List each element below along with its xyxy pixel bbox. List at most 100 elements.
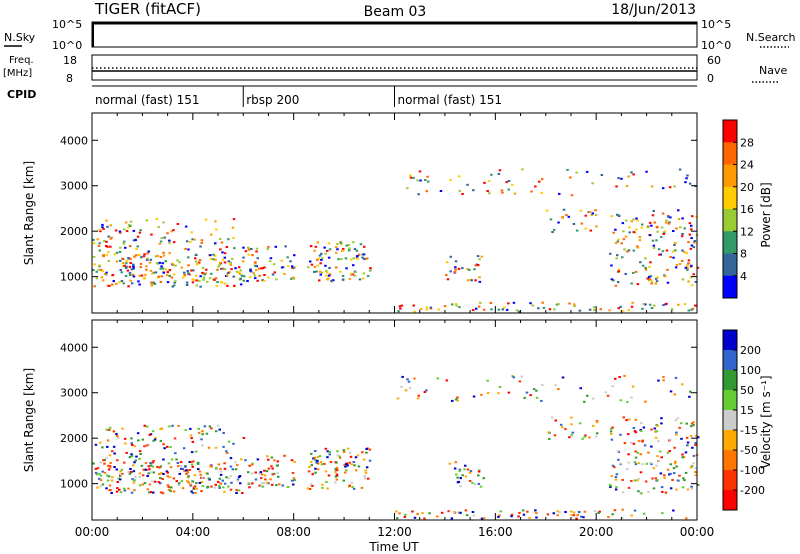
backscatter-cell — [105, 456, 108, 459]
backscatter-cell — [579, 209, 582, 212]
backscatter-cell — [675, 433, 678, 436]
backscatter-cell — [361, 253, 364, 256]
backscatter-cell — [425, 389, 428, 392]
backscatter-cell — [308, 487, 312, 490]
nsky-tick-right-top: 10^5 — [701, 18, 731, 31]
backscatter-cell — [111, 283, 114, 286]
backscatter-cell — [344, 463, 348, 466]
backscatter-cell — [107, 260, 111, 262]
backscatter-cell — [194, 257, 197, 260]
backscatter-cell — [124, 442, 127, 445]
backscatter-cell — [592, 397, 595, 400]
backscatter-cell — [175, 458, 178, 461]
backscatter-cell — [687, 309, 690, 312]
backscatter-cell — [510, 515, 513, 518]
backscatter-cell — [660, 236, 663, 239]
backscatter-cell — [478, 469, 481, 472]
backscatter-cell — [119, 231, 122, 234]
backscatter-cell — [594, 214, 598, 217]
backscatter-cell — [690, 264, 693, 267]
backscatter-cell — [258, 472, 261, 475]
backscatter-cell — [575, 517, 578, 520]
backscatter-cell — [326, 487, 329, 490]
colorbar-frame — [722, 329, 738, 511]
backscatter-cell — [98, 477, 101, 480]
backscatter-cell — [690, 485, 693, 488]
backscatter-cell — [640, 492, 643, 495]
backscatter-cell — [610, 438, 614, 441]
backscatter-cell — [681, 233, 684, 235]
backscatter-cell — [247, 246, 250, 249]
backscatter-cell — [635, 245, 639, 248]
backscatter-cell — [118, 230, 122, 233]
backscatter-cell — [319, 461, 323, 463]
backscatter-cell — [661, 490, 664, 493]
backscatter-cell — [194, 253, 198, 256]
backscatter-cell — [162, 458, 165, 461]
backscatter-cell — [217, 463, 221, 466]
backscatter-cell — [183, 271, 186, 274]
backscatter-cell — [639, 471, 643, 474]
backscatter-cell — [662, 304, 665, 307]
backscatter-cell — [458, 189, 462, 192]
backscatter-cell — [595, 420, 599, 423]
colorbar-swatch — [723, 350, 737, 371]
backscatter-cell — [328, 248, 332, 251]
backscatter-cell — [219, 248, 222, 251]
backscatter-cell — [138, 475, 141, 478]
backscatter-cell — [634, 270, 638, 273]
backscatter-cell — [688, 395, 691, 398]
backscatter-cell — [632, 427, 636, 430]
backscatter-cell — [353, 464, 356, 467]
backscatter-cell — [455, 473, 458, 476]
backscatter-cell — [470, 279, 473, 282]
backscatter-cell — [683, 479, 686, 482]
backscatter-cell — [173, 284, 176, 287]
backscatter-cell — [292, 276, 295, 279]
backscatter-cell — [645, 462, 648, 465]
backscatter-cell — [642, 426, 646, 429]
backscatter-cell — [132, 275, 136, 278]
backscatter-cell — [141, 483, 145, 486]
backscatter-cell — [260, 482, 264, 485]
backscatter-cell — [363, 477, 367, 480]
backscatter-cell — [190, 437, 193, 440]
backscatter-cell — [123, 228, 126, 231]
backscatter-cell — [197, 431, 201, 434]
backscatter-cell — [336, 243, 339, 245]
backscatter-cell — [692, 273, 695, 276]
backscatter-cell — [616, 281, 620, 284]
backscatter-cell — [501, 191, 504, 194]
backscatter-cell — [472, 514, 476, 517]
backscatter-cell — [188, 469, 191, 471]
backscatter-cell — [214, 258, 217, 261]
backscatter-cell — [190, 490, 193, 493]
backscatter-cell — [328, 453, 331, 456]
backscatter-cell — [597, 512, 600, 515]
backscatter-cell — [115, 251, 119, 254]
backscatter-cell — [335, 466, 339, 469]
backscatter-cell — [223, 256, 227, 259]
backscatter-cell — [109, 245, 112, 248]
backscatter-cell — [426, 175, 429, 178]
backscatter-cell — [663, 275, 667, 278]
backscatter-cell — [275, 484, 278, 487]
backscatter-cell — [309, 245, 313, 248]
backscatter-cell — [247, 253, 250, 256]
backscatter-cell — [613, 509, 617, 512]
backscatter-cell — [452, 511, 456, 513]
backscatter-cell — [190, 451, 194, 454]
backscatter-cell — [625, 419, 628, 422]
backscatter-cell — [150, 233, 153, 236]
backscatter-cell — [350, 258, 353, 261]
backscatter-cell — [650, 445, 653, 448]
backscatter-cell — [663, 474, 666, 477]
backscatter-cell — [649, 462, 652, 465]
backscatter-cell — [219, 482, 222, 485]
backscatter-cell — [674, 419, 678, 422]
backscatter-cell — [258, 274, 261, 277]
backscatter-cell — [325, 481, 328, 483]
backscatter-cell — [617, 238, 620, 241]
backscatter-cell — [115, 490, 119, 493]
backscatter-cell — [627, 249, 631, 252]
